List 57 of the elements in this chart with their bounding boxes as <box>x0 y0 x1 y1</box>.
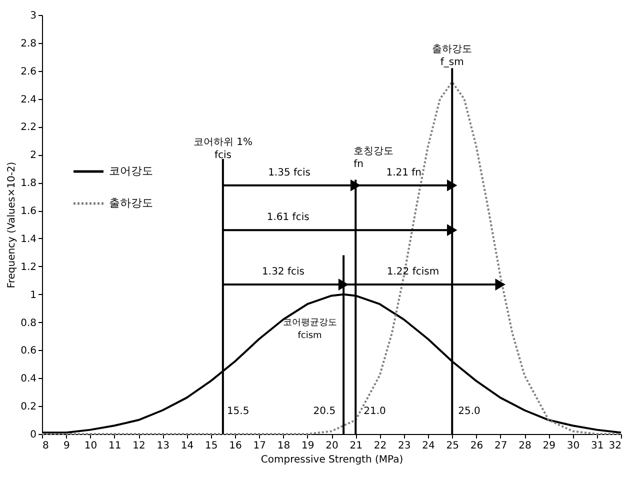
y-tick-label: 0 <box>30 430 36 440</box>
y-tick-label: 3 <box>30 10 36 22</box>
x-tick-label: 29 <box>542 440 556 452</box>
y-tick-label: 1.6 <box>20 206 36 218</box>
annotation: 출하강도 f_sm <box>432 44 472 68</box>
annotation: 코어평균강도 fcism <box>282 318 337 342</box>
legend-label: 출하강도 <box>109 196 153 210</box>
annotation: 15.5 <box>226 406 250 417</box>
x-tick-label: 25 <box>446 440 459 452</box>
x-tick-label: 23 <box>398 440 411 452</box>
x-tick-label: 20 <box>326 440 338 452</box>
annotation: 1.21 fn <box>386 167 422 178</box>
x-tick-label: 8 <box>42 440 49 452</box>
x-tick-label: 9 <box>63 440 70 452</box>
annotation: 1.32 fcis <box>262 266 304 278</box>
x-tick-label: 22 <box>374 440 387 452</box>
x-tick-label: 26 <box>470 440 484 452</box>
annotation: 코어하위 1% fcis <box>193 136 252 161</box>
x-tick-label: 18 <box>277 440 290 452</box>
annotation: 25.0 <box>458 406 480 417</box>
y-tick-label: 2.4 <box>20 94 36 106</box>
x-tick-label: 32 <box>608 440 622 452</box>
y-tick-label: 1.2 <box>20 262 36 273</box>
y-tick-label: 0.4 <box>20 374 36 385</box>
annotation: 1.22 fcism <box>386 266 440 278</box>
x-tick-label: 13 <box>156 440 170 452</box>
x-axis-title: Compressive Strength (MPa) <box>260 454 404 466</box>
x-tick-label: 27 <box>494 440 508 452</box>
y-tick-label: 1.4 <box>20 234 36 245</box>
annotation: 20.5 <box>313 406 336 417</box>
x-tick-label: 19 <box>302 440 314 452</box>
y-tick-label: 0.6 <box>20 346 36 357</box>
x-tick-label: 21 <box>350 440 362 452</box>
y-tick-label: 1.8 <box>20 178 36 190</box>
x-tick-label: 12 <box>132 440 146 452</box>
y-axis-title: Frequency (Values×10-2) <box>6 162 18 288</box>
y-tick-label: 2.8 <box>20 38 36 50</box>
y-tick-label: 1 <box>30 290 36 301</box>
x-tick-label: 11 <box>108 440 122 452</box>
x-tick-label: 28 <box>518 440 532 452</box>
y-tick-label: 0.8 <box>20 318 36 329</box>
x-tick-label: 17 <box>253 440 266 452</box>
x-tick-label: 16 <box>229 440 242 452</box>
x-tick-label: 10 <box>84 440 98 452</box>
y-tick-label: 0.2 <box>20 402 36 413</box>
x-tick-label: 24 <box>422 440 435 452</box>
annotation: 1.35 fcis <box>268 167 311 178</box>
annotation: 1.61 fcis <box>266 212 310 224</box>
legend-label: 코어강도 <box>109 164 153 178</box>
y-tick-label: 2 <box>30 150 36 162</box>
x-tick-label: 31 <box>591 440 604 452</box>
x-tick-label: 14 <box>180 440 194 452</box>
annotation: 21.0 <box>364 406 386 417</box>
y-tick-label: 2.2 <box>20 122 36 134</box>
x-tick-label: 15 <box>205 440 218 452</box>
y-tick-label: 2.6 <box>20 66 36 78</box>
x-tick-label: 30 <box>566 440 580 452</box>
